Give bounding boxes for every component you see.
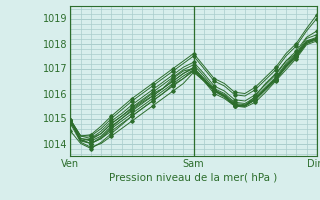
X-axis label: Pression niveau de la mer( hPa ): Pression niveau de la mer( hPa ) bbox=[109, 173, 278, 183]
